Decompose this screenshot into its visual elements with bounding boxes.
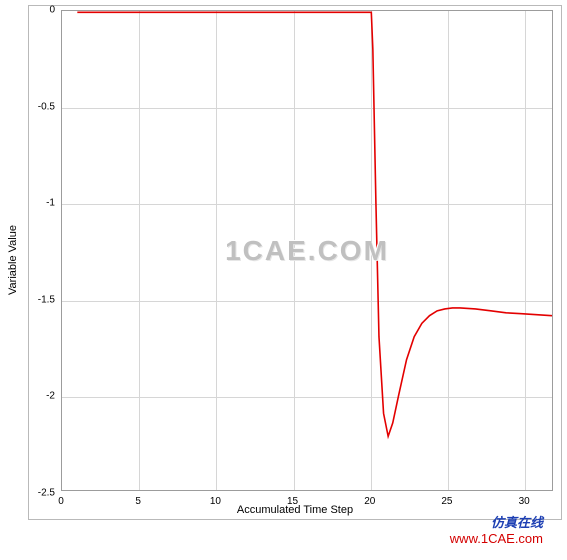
- y-tick: -2.5: [38, 488, 55, 499]
- x-tick: 0: [58, 496, 64, 507]
- x-tick: 30: [519, 496, 530, 507]
- plot-area: 1CAE.COM: [61, 10, 553, 491]
- x-tick: 20: [364, 496, 375, 507]
- chart-frame: 1CAE.COM 0-0.5-1-1.5-2-2.5 051015202530 …: [28, 5, 562, 520]
- x-tick: 10: [210, 496, 221, 507]
- y-tick: -0.5: [38, 101, 55, 112]
- chart-container: Variable Value 1CAE.COM 0 -0.5 -1 -1.5 -2 -2.…: [0, 0, 567, 560]
- x-tick: 25: [441, 496, 452, 507]
- y-tick: -1.5: [38, 294, 55, 305]
- x-axis-label: Accumulated Time Step: [237, 504, 353, 516]
- y-tick: 0: [49, 5, 55, 16]
- footer-line2: www.1CAE.com: [450, 531, 543, 547]
- series-line: [62, 11, 552, 490]
- y-axis-label: Variable Value: [7, 225, 19, 295]
- x-tick: 5: [135, 496, 141, 507]
- y-tick: -2: [46, 391, 55, 402]
- y-tick: -1: [46, 198, 55, 209]
